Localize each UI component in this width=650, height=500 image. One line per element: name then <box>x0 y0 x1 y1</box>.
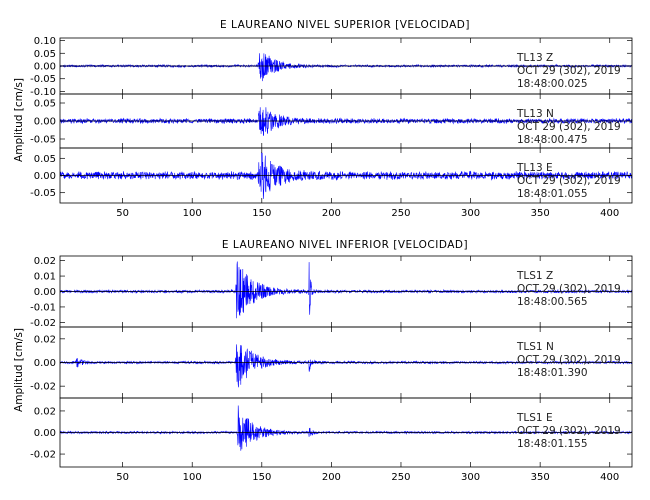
y-axis-label-lower: Amplitud [cm/s] <box>13 328 25 412</box>
x-tick-label: 400 <box>600 208 619 219</box>
chart-title-upper: E LAUREANO NIVEL SUPERIOR [VELOCIDAD] <box>220 19 470 31</box>
x-tick-label: 100 <box>183 472 202 483</box>
date-label: OCT 29 (302), 2019 <box>517 121 621 133</box>
y-tick-label: 0.10 <box>34 36 56 47</box>
time-label: 18:48:00.025 <box>517 78 588 90</box>
y-tick-label: 0.00 <box>34 358 56 369</box>
x-tick-label: 50 <box>116 472 129 483</box>
y-tick-label: -0.05 <box>30 74 56 85</box>
x-tick-label: 50 <box>116 208 129 219</box>
y-tick-label: 0.05 <box>34 49 56 60</box>
time-label: 18:48:01.390 <box>517 367 588 379</box>
x-tick-label: 150 <box>252 208 271 219</box>
y-tick-label: -0.02 <box>30 450 56 461</box>
y-tick-label: -0.05 <box>30 188 56 199</box>
x-tick-label: 350 <box>531 208 550 219</box>
date-label: OCT 29 (302), 2019 <box>517 175 621 187</box>
x-tick-label: 100 <box>183 208 202 219</box>
x-tick-label: 250 <box>391 208 410 219</box>
chart-title-lower: E LAUREANO NIVEL INFERIOR [VELOCIDAD] <box>222 239 468 251</box>
x-tick-label: 200 <box>322 208 341 219</box>
x-tick-label: 250 <box>391 472 410 483</box>
y-tick-label: 0.05 <box>34 99 56 110</box>
y-tick-label: 0.02 <box>34 406 56 417</box>
x-tick-label: 350 <box>531 472 550 483</box>
y-tick-label: 0.05 <box>34 154 56 165</box>
station-label: TLS1 Z <box>516 270 553 282</box>
y-tick-label: -0.02 <box>30 382 56 393</box>
y-tick-label: -0.01 <box>30 302 56 313</box>
x-tick-label: 300 <box>461 208 480 219</box>
station-label: TL13 E <box>516 162 553 174</box>
date-label: OCT 29 (302), 2019 <box>517 283 621 295</box>
y-tick-label: -0.02 <box>30 318 56 329</box>
y-tick-label: 0.00 <box>34 62 56 73</box>
station-label: TLS1 N <box>516 341 554 353</box>
y-tick-label: 0.00 <box>34 428 56 439</box>
date-label: OCT 29 (302), 2019 <box>517 354 621 366</box>
series-line-tl13-e <box>60 152 632 199</box>
station-label: TLS1 E <box>516 412 553 424</box>
time-label: 18:48:00.475 <box>517 134 588 146</box>
y-tick-label: 0.00 <box>34 287 56 298</box>
station-label: TL13 N <box>516 108 554 120</box>
y-tick-label: -0.10 <box>30 87 56 98</box>
y-tick-label: 0.02 <box>34 334 56 345</box>
x-tick-label: 150 <box>252 472 271 483</box>
y-tick-label: -0.05 <box>30 135 56 146</box>
series-line-tl13-n <box>60 107 632 136</box>
date-label: OCT 29 (302), 2019 <box>517 65 621 77</box>
y-tick-label: 0.00 <box>34 171 56 182</box>
y-tick-label: 0.02 <box>34 256 56 267</box>
time-label: 18:48:00.565 <box>517 296 588 308</box>
x-tick-label: 300 <box>461 472 480 483</box>
x-tick-label: 400 <box>600 472 619 483</box>
time-label: 18:48:01.155 <box>517 438 588 450</box>
y-axis-label-upper: Amplitud [cm/s] <box>13 78 25 162</box>
y-tick-label: 0.01 <box>34 272 56 283</box>
date-label: OCT 29 (302), 2019 <box>517 425 621 437</box>
x-tick-label: 200 <box>322 472 341 483</box>
time-label: 18:48:01.055 <box>517 188 588 200</box>
y-tick-label: 0.00 <box>34 117 56 128</box>
station-label: TL13 Z <box>516 52 553 64</box>
